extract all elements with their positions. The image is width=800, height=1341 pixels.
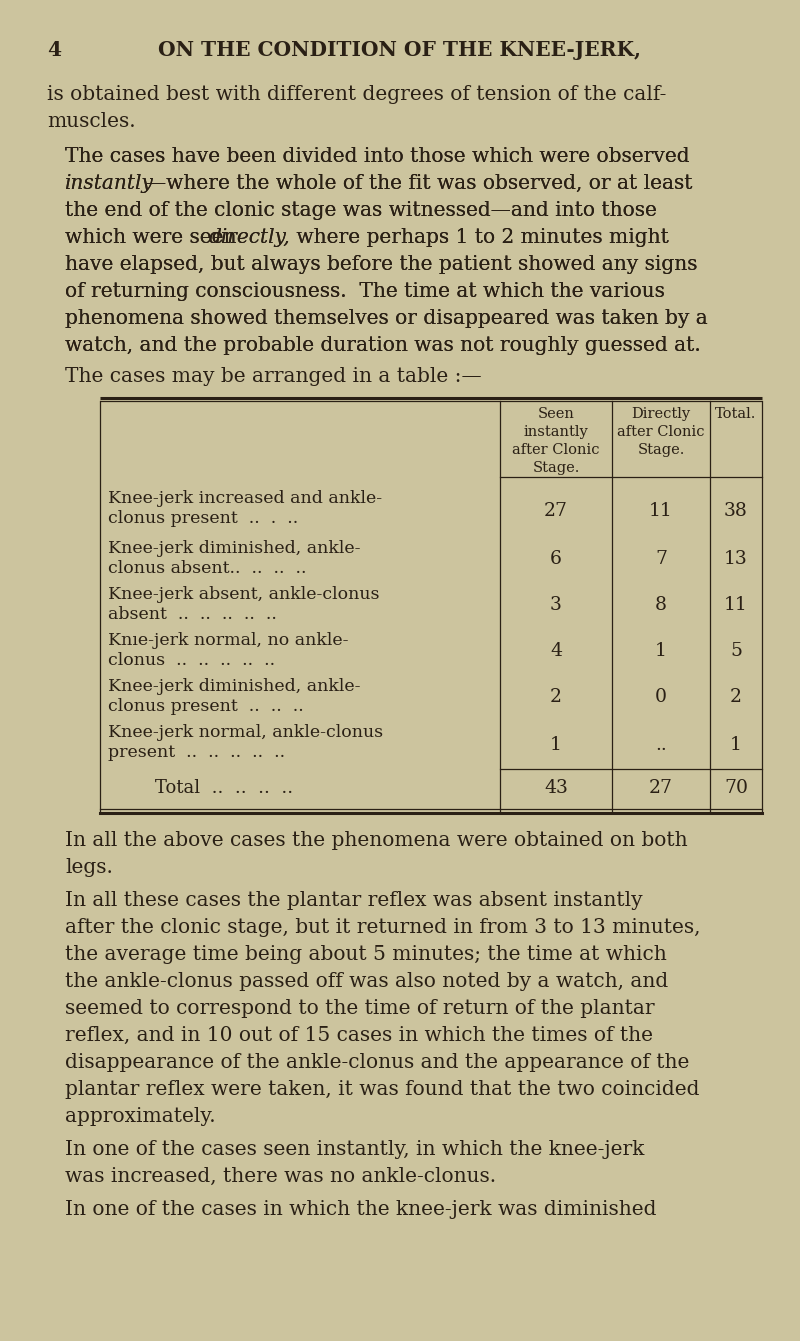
Text: 27: 27 [544,502,568,520]
Text: clonus absent..  ..  ..  ..: clonus absent.. .. .. .. [108,561,306,577]
Text: 3: 3 [550,595,562,614]
Text: 2: 2 [550,688,562,705]
Text: directly,: directly, [209,228,290,247]
Text: Directly
after Clonic
Stage.: Directly after Clonic Stage. [618,408,705,457]
Text: absent  ..  ..  ..  ..  ..: absent .. .. .. .. .. [108,606,277,624]
Text: The cases have been divided into those which were observed: The cases have been divided into those w… [65,148,690,166]
Text: 8: 8 [655,595,667,614]
Text: where perhaps 1 to 2 minutes might: where perhaps 1 to 2 minutes might [290,228,669,247]
Text: The cases have been divided into those which were observed: The cases have been divided into those w… [65,148,690,166]
Text: clonus present  ..  ..  ..: clonus present .. .. .. [108,699,304,715]
Text: In one of the cases in which the knee-jerk was diminished: In one of the cases in which the knee-je… [65,1200,657,1219]
Text: phenomena showed themselves or disappeared was taken by a: phenomena showed themselves or disappear… [65,308,708,329]
Text: the end of the clonic stage was witnessed—and into those: the end of the clonic stage was witnesse… [65,201,657,220]
Text: muscles.: muscles. [47,113,136,131]
Text: approximately.: approximately. [65,1108,216,1126]
Text: 38: 38 [724,502,748,520]
Text: Total.: Total. [715,408,757,421]
Text: —where the whole of the fit was observed, or at least: —where the whole of the fit was observed… [146,174,693,193]
Text: 27: 27 [649,779,673,797]
Text: 4: 4 [550,642,562,660]
Text: 43: 43 [544,779,568,797]
Text: after the clonic stage, but it returned in from 3 to 13 minutes,: after the clonic stage, but it returned … [65,919,701,937]
Text: 11: 11 [649,502,673,520]
Text: the end of the clonic stage was witnessed—and into those: the end of the clonic stage was witnesse… [65,201,657,220]
Text: Knee-jerk absent, ankle-clonus: Knee-jerk absent, ankle-clonus [108,586,379,603]
Text: have elapsed, but always before the patient showed any signs: have elapsed, but always before the pati… [65,255,698,274]
Text: 7: 7 [655,550,667,569]
Text: 2: 2 [730,688,742,705]
Text: Knee-jerk normal, ankle-clonus: Knee-jerk normal, ankle-clonus [108,724,383,742]
Text: where perhaps 1 to 2 minutes might: where perhaps 1 to 2 minutes might [290,228,669,247]
Text: instantly: instantly [65,174,154,193]
Text: —where the whole of the fit was observed, or at least: —where the whole of the fit was observed… [146,174,693,193]
Text: of returning consciousness.  The time at which the various: of returning consciousness. The time at … [65,282,665,300]
Text: 1: 1 [655,642,667,660]
Text: plantar reflex were taken, it was found that the two coincided: plantar reflex were taken, it was found … [65,1080,699,1100]
Text: Total  ..  ..  ..  ..: Total .. .. .. .. [155,779,293,797]
Text: clonus present  ..  .  ..: clonus present .. . .. [108,510,298,527]
Text: which were seen: which were seen [65,228,243,247]
Text: the ankle-clonus passed off was also noted by a watch, and: the ankle-clonus passed off was also not… [65,972,668,991]
Text: watch, and the probable duration was not roughly guessed at.: watch, and the probable duration was not… [65,337,701,355]
Text: legs.: legs. [65,858,113,877]
Text: Knıe-jerk normal, no ankle-: Knıe-jerk normal, no ankle- [108,632,349,649]
Text: 5: 5 [730,642,742,660]
Text: 11: 11 [724,595,748,614]
Text: Seen
instantly
after Clonic
Stage.: Seen instantly after Clonic Stage. [512,408,600,475]
Text: which were seen: which were seen [65,228,243,247]
Text: reflex, and in 10 out of 15 cases in which the times of the: reflex, and in 10 out of 15 cases in whi… [65,1026,653,1045]
Text: Knee-jerk diminished, ankle-: Knee-jerk diminished, ankle- [108,679,361,695]
Text: ..: .. [655,736,667,754]
Text: 1: 1 [550,736,562,754]
Text: is obtained best with different degrees of tension of the calf-: is obtained best with different degrees … [47,84,666,105]
Text: In all these cases the plantar reflex was absent instantly: In all these cases the plantar reflex wa… [65,890,642,911]
Text: 13: 13 [724,550,748,569]
Text: instantly: instantly [65,174,154,193]
Text: In all the above cases the phenomena were obtained on both: In all the above cases the phenomena wer… [65,831,688,850]
Text: present  ..  ..  ..  ..  ..: present .. .. .. .. .. [108,744,285,760]
Text: 70: 70 [724,779,748,797]
Text: the average time being about 5 minutes; the time at which: the average time being about 5 minutes; … [65,945,666,964]
Text: of returning consciousness.  The time at which the various: of returning consciousness. The time at … [65,282,665,300]
Text: 1: 1 [730,736,742,754]
Text: 4: 4 [47,40,61,60]
Text: Knee-jerk increased and ankle-: Knee-jerk increased and ankle- [108,489,382,507]
Text: Knee-jerk diminished, ankle-: Knee-jerk diminished, ankle- [108,540,361,557]
Text: clonus  ..  ..  ..  ..  ..: clonus .. .. .. .. .. [108,652,275,669]
Text: 0: 0 [655,688,667,705]
Text: directly,: directly, [209,228,290,247]
Text: have elapsed, but always before the patient showed any signs: have elapsed, but always before the pati… [65,255,698,274]
Text: 6: 6 [550,550,562,569]
Text: watch, and the probable duration was not roughly guessed at.: watch, and the probable duration was not… [65,337,701,355]
Text: phenomena showed themselves or disappeared was taken by a: phenomena showed themselves or disappear… [65,308,708,329]
Text: was increased, there was no ankle-clonus.: was increased, there was no ankle-clonus… [65,1167,496,1185]
Text: disappearance of the ankle-clonus and the appearance of the: disappearance of the ankle-clonus and th… [65,1053,690,1071]
Text: ON THE CONDITION OF THE KNEE-JERK,: ON THE CONDITION OF THE KNEE-JERK, [158,40,642,60]
Text: In one of the cases seen instantly, in which the knee-jerk: In one of the cases seen instantly, in w… [65,1140,644,1159]
Text: The cases may be arranged in a table :—: The cases may be arranged in a table :— [65,367,482,386]
Text: seemed to correspond to the time of return of the plantar: seemed to correspond to the time of retu… [65,999,654,1018]
